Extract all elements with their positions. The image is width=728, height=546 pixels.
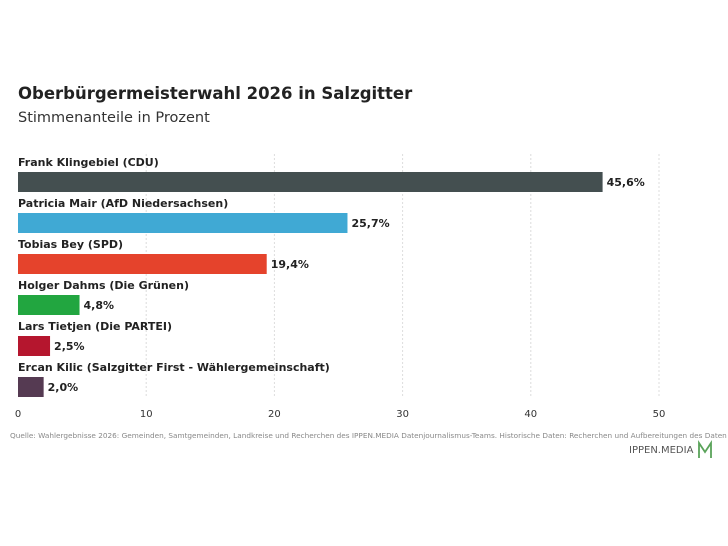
category-label: Ercan Kilic (Salzgitter First - Wählerge… xyxy=(18,361,330,374)
bar xyxy=(18,377,44,397)
category-label: Holger Dahms (Die Grünen) xyxy=(18,279,189,292)
x-tick-label: 20 xyxy=(268,409,281,420)
chart-subtitle: Stimmenanteile in Prozent xyxy=(18,110,210,126)
source-note: Quelle: Wahlergebnisse 2026: Gemeinden, … xyxy=(10,431,727,440)
x-tick-label: 30 xyxy=(396,409,409,420)
publisher-name: IPPEN.MEDIA xyxy=(629,444,694,456)
bar xyxy=(18,213,348,233)
value-label: 2,5% xyxy=(54,340,85,353)
value-label: 45,6% xyxy=(607,176,645,189)
bar xyxy=(18,172,603,192)
value-label: 4,8% xyxy=(84,299,115,312)
bars: Frank Klingebiel (CDU) 45,6% Patricia Mair… xyxy=(18,156,645,397)
x-tick-label: 40 xyxy=(524,409,537,420)
category-label: Patricia Mair (AfD Niedersachsen) xyxy=(18,197,228,210)
value-label: 2,0% xyxy=(48,381,79,394)
publisher-logo: IPPEN.MEDIA xyxy=(629,440,715,460)
category-label: Tobias Bey (SPD) xyxy=(18,238,123,251)
bar-chart: Frank Klingebiel (CDU) 45,6% Patricia Mair… xyxy=(15,154,666,420)
chart-title: Oberbürgermeisterwahl 2026 in Salzgitter xyxy=(18,84,413,103)
value-label: 25,7% xyxy=(351,217,389,230)
bar xyxy=(18,336,51,356)
x-tick-label: 0 xyxy=(15,409,21,420)
bar xyxy=(18,295,80,315)
bar xyxy=(18,254,267,274)
x-axis: 0 10 20 30 40 50 xyxy=(15,409,666,420)
logo-m-icon xyxy=(698,440,713,458)
x-tick-label: 10 xyxy=(140,409,153,420)
x-tick-label: 50 xyxy=(653,409,666,420)
value-label: 19,4% xyxy=(271,258,309,271)
grid-lines xyxy=(145,154,660,398)
category-label: Frank Klingebiel (CDU) xyxy=(18,156,159,169)
category-label: Lars Tietjen (Die PARTEI) xyxy=(18,320,172,333)
